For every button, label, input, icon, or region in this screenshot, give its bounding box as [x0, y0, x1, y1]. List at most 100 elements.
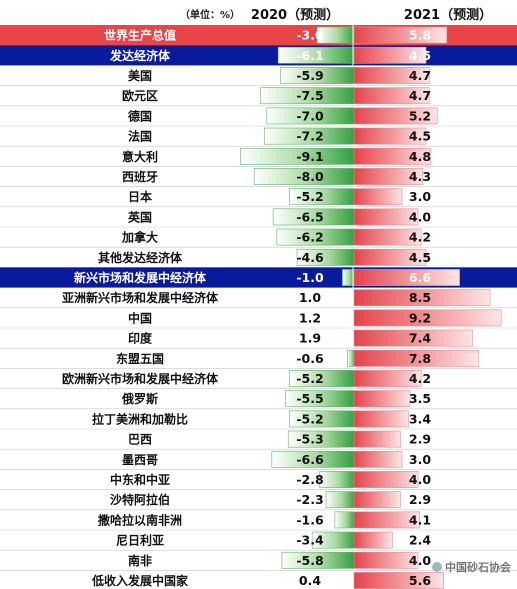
row-label: 俄罗斯: [121, 391, 158, 406]
table-row: 法国 -7.2 4.5: [0, 127, 517, 147]
table-row: 欧元区 -7.5 4.7: [0, 87, 517, 107]
bar-2021: [353, 491, 401, 509]
row-label: 低收入发展中国家: [91, 573, 189, 588]
bar-2021: [353, 26, 448, 44]
row-label: 法国: [128, 129, 152, 144]
bar-2021: [353, 289, 491, 307]
value-2021: 8.5: [409, 290, 431, 305]
table-row: 尼日利亚 -3.4 2.4: [0, 531, 517, 551]
row-label: 欧元区: [122, 88, 158, 103]
table-header: （单位：%） 2020（预测） 2021（预测）: [180, 7, 492, 23]
table-row: 英国 -6.5 4.0: [0, 208, 517, 228]
table-row: 加拿大 -6.2 4.2: [0, 228, 517, 248]
col-header-2021: 2021（预测）: [404, 7, 492, 23]
value-2021: 3.0: [409, 189, 431, 204]
wechat-icon: [432, 562, 442, 572]
value-2020: -5.5: [296, 391, 323, 406]
table-row: 低收入发展中国家 0.4 5.6: [91, 572, 444, 589]
value-2020: -6.2: [296, 230, 323, 245]
bar-2021: [353, 450, 403, 468]
bar-2021: [353, 67, 430, 84]
table-row: 西班牙 -8.0 4.3: [0, 168, 517, 187]
value-2021: 4.0: [409, 472, 431, 487]
value-2021: 4.0: [409, 553, 431, 568]
value-2020: -0.6: [296, 351, 324, 366]
bar-2021: [353, 228, 422, 246]
bar-2021: [353, 551, 419, 569]
row-label: 巴西: [128, 433, 152, 447]
bar-2021: [353, 208, 419, 226]
value-2021: 4.3: [409, 169, 431, 184]
value-2021: 5.2: [409, 108, 431, 123]
table-row: 印度 1.9 7.4: [0, 329, 517, 349]
value-2020: -7.2: [296, 129, 323, 144]
bar-2021: [353, 430, 401, 448]
value-2020: -8.0: [296, 169, 324, 184]
value-2021: 4.5: [409, 48, 431, 63]
value-2020: -2.3: [296, 492, 323, 507]
bar-2021: [353, 410, 409, 428]
watermark: 中国砂石协会: [432, 559, 511, 575]
value-2021: 3.0: [409, 452, 431, 467]
value-2020: -7.0: [296, 108, 324, 123]
table-row: 德国 -7.0 5.2: [0, 107, 517, 127]
row-label: 印度: [128, 331, 153, 346]
value-2020: 0.4: [299, 573, 321, 588]
value-2020: -3.0: [296, 28, 324, 43]
row-label: 英国: [128, 209, 152, 224]
bar-2021: [353, 511, 420, 529]
value-2020: -6.5: [296, 209, 323, 224]
value-2020: -6.6: [296, 452, 324, 467]
value-2021: 9.2: [409, 310, 431, 325]
table-rows: 世界生产总值 -3.0 5.8 发达经济体 -6.1 4.5 美国 -5.9 4.7 欧元区 -7.…: [0, 25, 517, 589]
table-row: 其他发达经济体 -4.6 4.5: [0, 248, 517, 268]
row-label: 日本: [128, 189, 152, 204]
bar-2021: [353, 127, 427, 145]
value-2021: 5.6: [409, 573, 431, 588]
row-label: 尼日利亚: [116, 533, 164, 548]
row-label: 美国: [128, 68, 152, 83]
row-label: 其他发达经济体: [98, 250, 183, 265]
row-label: 加拿大: [121, 230, 158, 245]
value-2020: -5.8: [296, 553, 323, 568]
row-label: 中东和中亚: [110, 472, 170, 487]
value-2021: 7.8: [409, 351, 431, 366]
bar-2020: [334, 511, 356, 529]
table-row: 南非 -5.8 4.0: [0, 551, 517, 571]
value-2021: 5.8: [409, 28, 431, 43]
row-label: 东盟五国: [116, 351, 164, 366]
table-row: 新兴市场和发展中经济体 -1.0 6.6: [0, 267, 517, 288]
value-2020: -3.4: [296, 533, 324, 548]
value-2020: 1.0: [299, 290, 321, 305]
unit-label: （单位：%）: [180, 8, 240, 21]
value-2020: 1.9: [299, 331, 321, 346]
bar-2021: [353, 168, 424, 185]
row-label: 亚洲新兴市场和发展中经济体: [62, 290, 219, 305]
value-2020: -2.8: [296, 472, 323, 487]
value-2020: -5.2: [296, 371, 323, 386]
value-2020: -9.1: [296, 149, 323, 164]
table-row: 发达经济体 -6.1 4.5: [0, 45, 517, 66]
value-2020: -7.5: [296, 88, 323, 103]
value-2021: 4.2: [409, 371, 431, 386]
bar-2021: [353, 370, 422, 387]
row-label: 世界生产总值: [104, 28, 176, 43]
bar-2021: [353, 87, 430, 105]
bar-2021: [353, 309, 502, 327]
table-row: 墨西哥 -6.6 3.0: [0, 450, 517, 470]
value-2021: 4.7: [409, 88, 431, 103]
value-2021: 4.2: [409, 230, 431, 245]
row-label: 意大利: [122, 149, 158, 164]
row-label: 拉丁美洲和加勒比: [92, 411, 188, 426]
value-2020: -6.1: [296, 48, 323, 63]
value-2020: 1.2: [299, 310, 321, 325]
bar-2020: [319, 471, 356, 488]
row-highlight: [0, 45, 517, 66]
row-label: 欧洲新兴市场和发展中经济体: [62, 371, 219, 386]
row-label: 德国: [128, 108, 152, 123]
value-2021: 2.9: [409, 492, 431, 507]
value-2021: 4.8: [409, 149, 431, 164]
bar-2021: [353, 46, 427, 64]
bar-2021: [353, 107, 438, 125]
